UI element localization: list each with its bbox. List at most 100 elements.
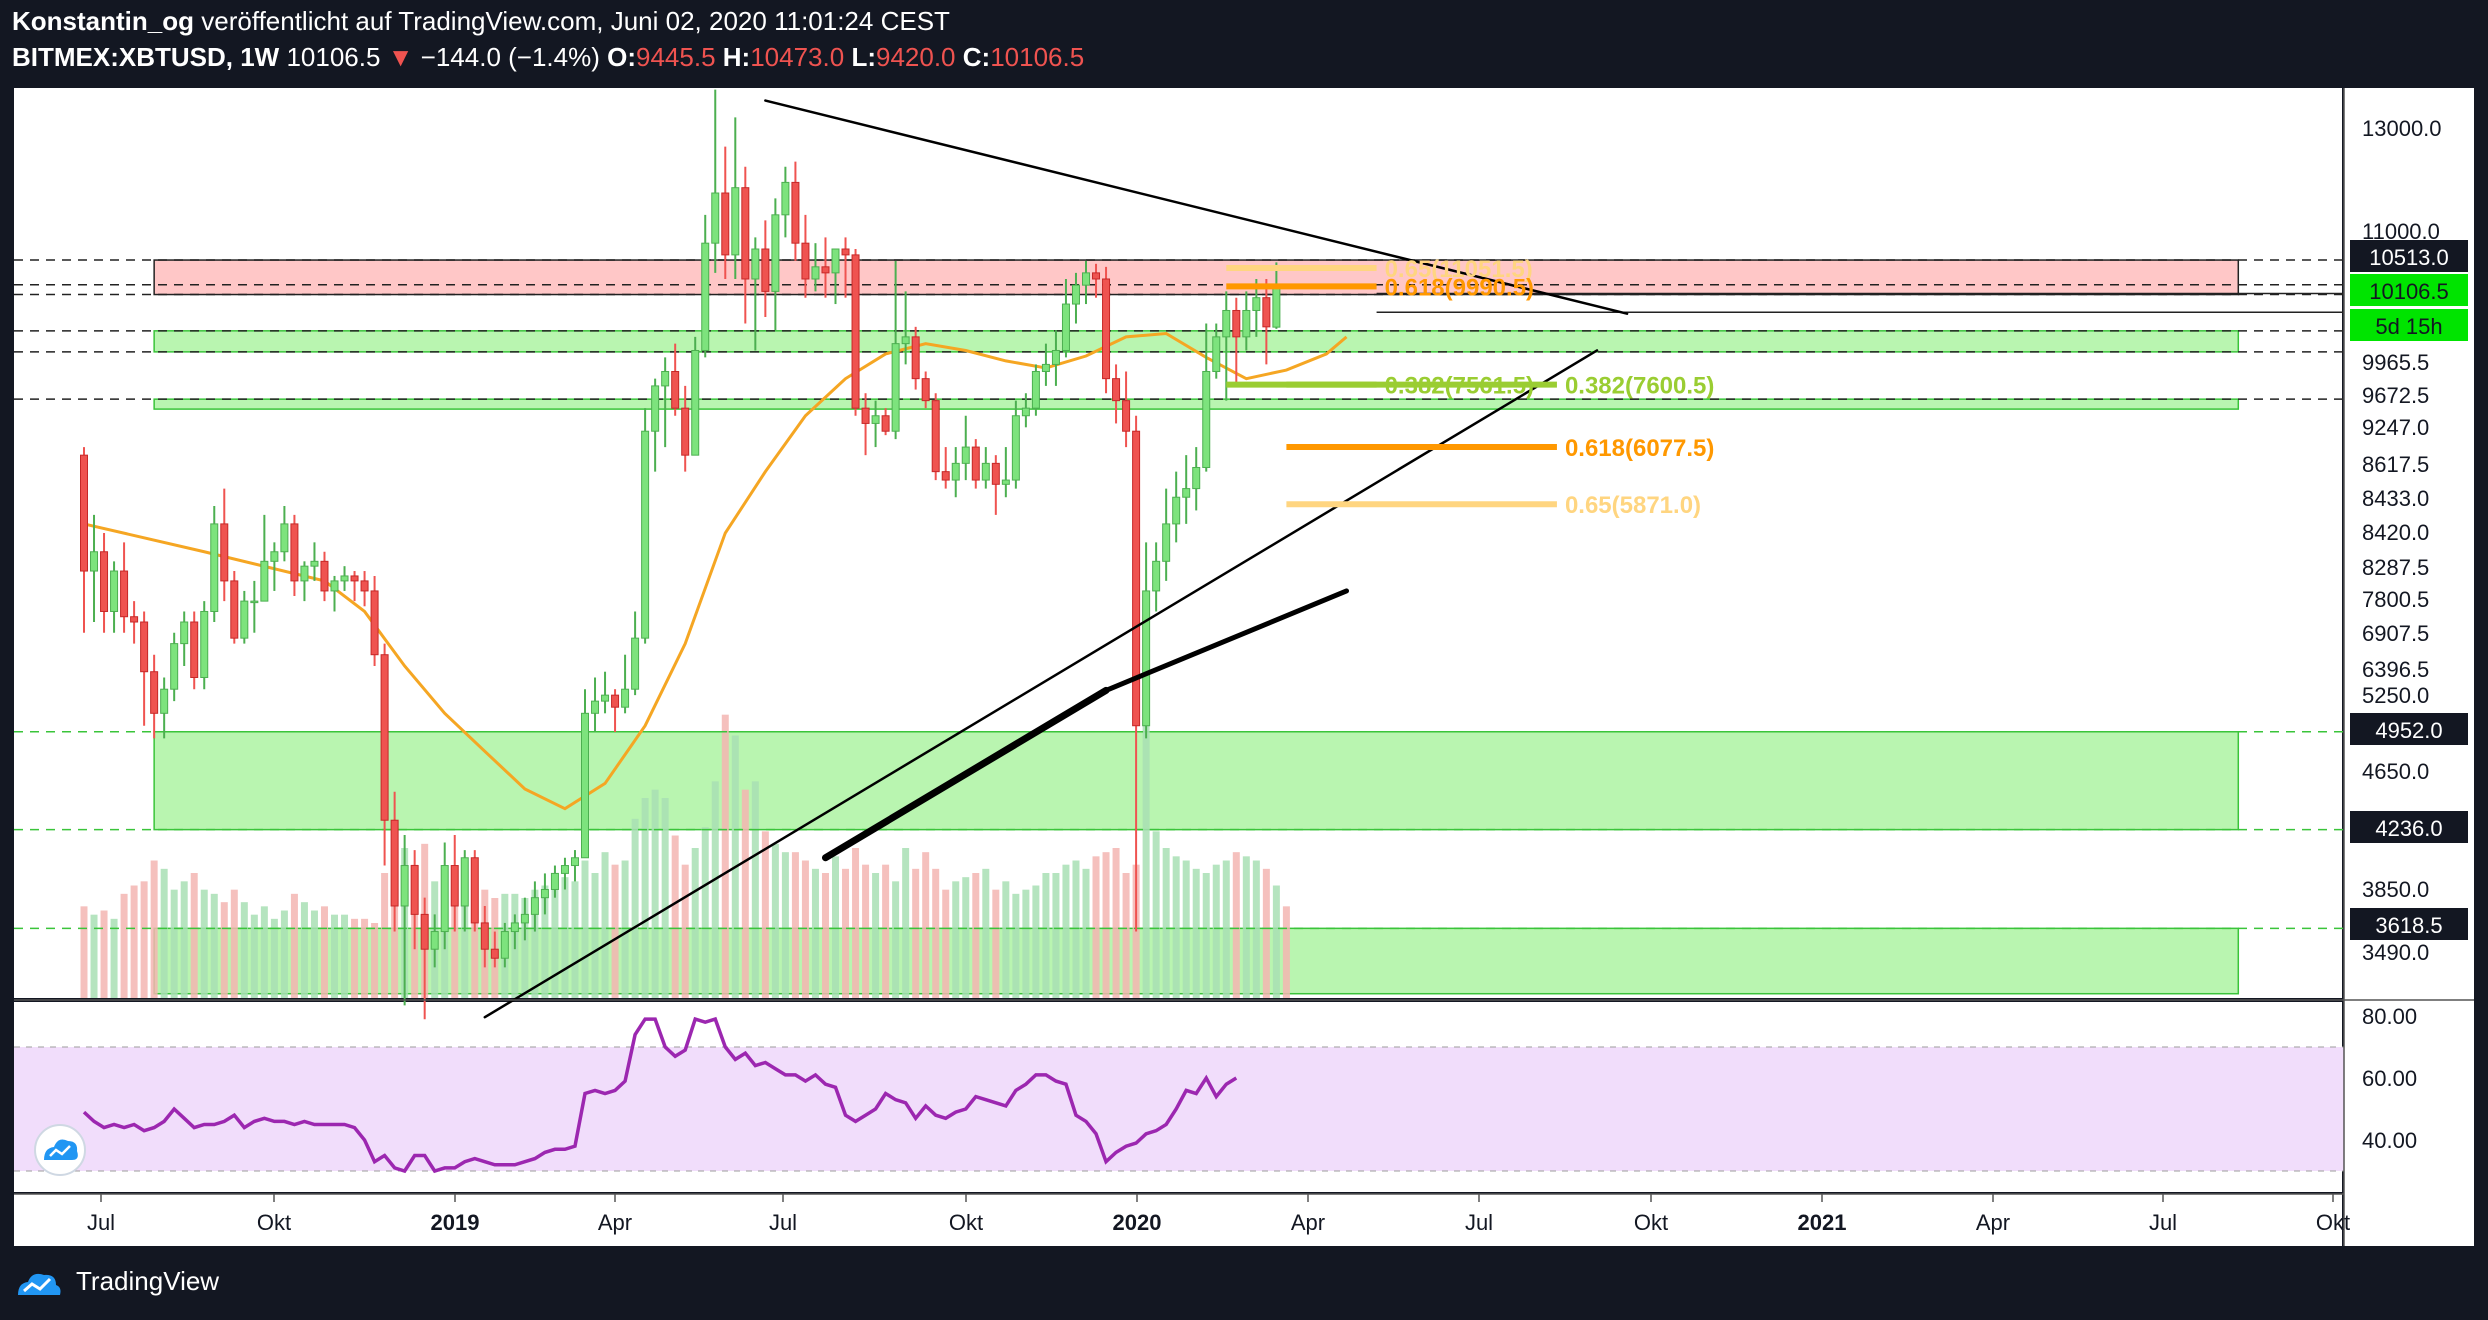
candle-body-118 bbox=[1262, 297, 1271, 328]
candle-body-1 bbox=[90, 551, 99, 572]
volume-bar-114 bbox=[1222, 860, 1230, 998]
candle-body-33 bbox=[410, 865, 419, 915]
candle-body-79 bbox=[871, 415, 880, 424]
volume-bar-20 bbox=[280, 910, 288, 998]
rsi-band bbox=[14, 1047, 2344, 1171]
footer-brand: TradingView bbox=[76, 1266, 220, 1296]
candle-body-12 bbox=[200, 610, 209, 678]
volume-bar-19 bbox=[270, 918, 278, 998]
time-tick-12: Jul bbox=[2149, 1210, 2177, 1235]
time-tick-9: Okt bbox=[1634, 1210, 1668, 1235]
price-tick-12: 5250.0 bbox=[2362, 683, 2429, 708]
volume-bar-102 bbox=[1102, 852, 1110, 998]
candle-body-14 bbox=[220, 523, 229, 582]
candle-body-105 bbox=[1132, 430, 1141, 727]
volume-bar-101 bbox=[1092, 856, 1100, 998]
trendline-1 bbox=[483, 349, 1599, 1019]
fib-label-1: 0.618(9990.5) bbox=[1385, 274, 1534, 301]
volume-bar-45 bbox=[531, 889, 539, 998]
candle-body-20 bbox=[280, 523, 289, 553]
volume-bar-4 bbox=[120, 893, 128, 998]
symbol-label[interactable]: BITMEX:XBTUSD, 1W bbox=[12, 42, 280, 72]
zone-0 bbox=[153, 259, 2240, 296]
candle-body-15 bbox=[230, 580, 239, 639]
candle-body-23 bbox=[310, 560, 319, 567]
candle-body-46 bbox=[540, 888, 549, 899]
candle-body-81 bbox=[891, 343, 900, 432]
trendline-0 bbox=[764, 99, 1629, 315]
volume-bar-25 bbox=[331, 914, 338, 998]
candle-body-25 bbox=[330, 580, 339, 592]
volume-bar-48 bbox=[561, 877, 569, 998]
volume-bar-76 bbox=[842, 868, 850, 998]
candle-body-24 bbox=[320, 560, 329, 592]
volume-bar-63 bbox=[711, 781, 719, 998]
price-tick-11: 6396.5 bbox=[2362, 657, 2429, 682]
candle-body-40 bbox=[480, 922, 489, 950]
candle-body-35 bbox=[430, 931, 439, 950]
candle-body-54 bbox=[621, 688, 630, 708]
candle-body-90 bbox=[981, 462, 990, 481]
price-tick-13: 4650.0 bbox=[2362, 759, 2429, 784]
volume-bar-12 bbox=[200, 889, 208, 998]
price-marker-box-5 bbox=[2350, 908, 2468, 940]
levels-layer bbox=[14, 259, 2344, 930]
volume-bar-109 bbox=[1172, 856, 1180, 998]
volume-bar-117 bbox=[1252, 860, 1260, 998]
sma-line bbox=[83, 331, 1348, 811]
candle-body-67 bbox=[751, 248, 760, 280]
tradingview-badge-icon[interactable] bbox=[34, 1124, 86, 1176]
candle-body-117 bbox=[1252, 297, 1261, 311]
candle-body-96 bbox=[1041, 363, 1050, 372]
volume-bar-79 bbox=[872, 873, 880, 998]
candle-body-34 bbox=[420, 913, 429, 950]
candle-body-110 bbox=[1182, 488, 1191, 498]
volume-bar-73 bbox=[811, 868, 819, 998]
candle-body-7 bbox=[150, 671, 159, 714]
zone-1 bbox=[153, 330, 2240, 353]
candle-body-22 bbox=[300, 565, 309, 582]
candle-body-103 bbox=[1112, 378, 1121, 402]
volume-bar-15 bbox=[230, 889, 238, 998]
trendline-2 bbox=[821, 686, 1110, 862]
close-value: 10106.5 bbox=[990, 42, 1085, 72]
volume-bar-38 bbox=[461, 893, 469, 998]
candle-body-60 bbox=[681, 407, 690, 456]
price-tick-2: 9965.5 bbox=[2362, 350, 2429, 375]
rsi-tick-1: 60.00 bbox=[2362, 1066, 2417, 1091]
volume-bar-88 bbox=[962, 877, 970, 998]
author-name[interactable]: Konstantin_og bbox=[12, 6, 194, 36]
candle-body-115 bbox=[1232, 309, 1241, 338]
volume-bar-17 bbox=[250, 914, 258, 998]
time-tick-0: Jul bbox=[87, 1210, 115, 1235]
candles-layer bbox=[80, 89, 1281, 1020]
footer-logo[interactable]: TradingView bbox=[14, 1266, 219, 1297]
price-tick-15: 3490.0 bbox=[2362, 940, 2429, 965]
volume-bar-2 bbox=[100, 910, 108, 998]
candle-body-94 bbox=[1021, 407, 1030, 417]
high-label: H: bbox=[722, 42, 751, 72]
volume-bar-3 bbox=[110, 918, 118, 998]
volume-bar-16 bbox=[240, 902, 248, 998]
candle-body-108 bbox=[1162, 523, 1171, 562]
candle-body-70 bbox=[781, 181, 790, 216]
volume-bar-39 bbox=[471, 889, 479, 998]
candle-body-113 bbox=[1212, 336, 1221, 372]
volume-bar-108 bbox=[1162, 848, 1170, 998]
volume-bar-118 bbox=[1262, 868, 1270, 998]
candle-body-74 bbox=[821, 266, 830, 274]
volume-bar-82 bbox=[902, 848, 910, 998]
candle-body-3 bbox=[110, 570, 119, 612]
volume-bar-9 bbox=[170, 889, 178, 998]
candle-body-91 bbox=[991, 462, 1000, 485]
rsi-tick-2: 40.00 bbox=[2362, 1128, 2417, 1153]
candle-body-45 bbox=[530, 897, 539, 915]
volume-bar-94 bbox=[1022, 889, 1030, 998]
volume-bar-59 bbox=[671, 835, 679, 998]
candle-body-97 bbox=[1051, 349, 1060, 365]
candle-body-68 bbox=[761, 248, 770, 292]
price-tick-0: 13000.0 bbox=[2362, 116, 2442, 141]
candle-body-104 bbox=[1122, 400, 1131, 432]
price-marker-3: 4952.0 bbox=[2375, 718, 2442, 743]
